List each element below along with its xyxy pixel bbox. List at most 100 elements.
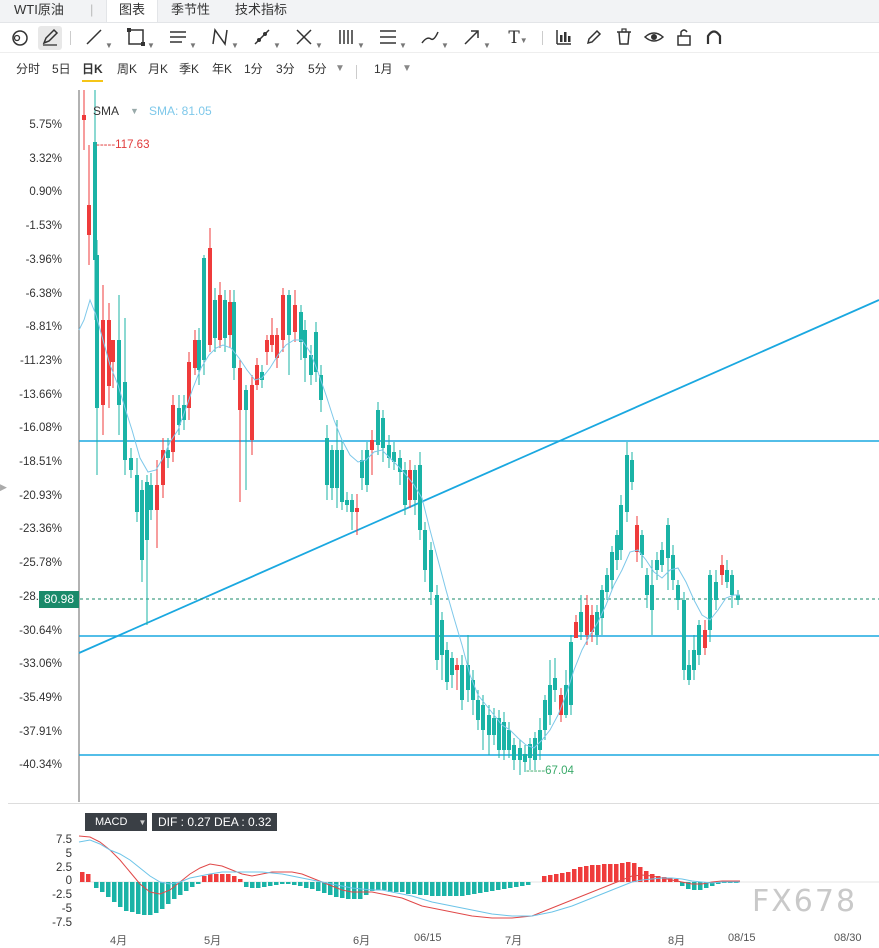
candlestick-chart[interactable] (0, 90, 879, 802)
brush-icon[interactable]: ▼ (416, 26, 452, 50)
candle-body (140, 490, 144, 560)
drawing-toolbar: ▼ ▼ ▼ ▼ ▼ ▼ ▼ ▼ ▼ ▼ T▼ (0, 24, 879, 53)
arrow-icon[interactable]: ▼ (458, 26, 494, 50)
candle-body (619, 505, 623, 550)
cross-line-icon[interactable]: ▼ (290, 26, 326, 50)
period-yearly[interactable]: 年K (212, 62, 233, 76)
y-axis-label: -33.06% (19, 658, 62, 671)
macd-bar (548, 875, 553, 882)
period-5d[interactable]: 5日 (52, 62, 71, 76)
macd-bar (382, 882, 387, 890)
candle-body (193, 340, 197, 368)
period-5min[interactable]: 5分 (308, 62, 327, 76)
candle-body (481, 705, 485, 730)
macd-bar (626, 862, 631, 882)
candle-body (135, 475, 139, 512)
candle-body (287, 295, 291, 335)
candle-body (682, 600, 686, 670)
period-monthly[interactable]: 月K (148, 62, 169, 76)
macd-bar (436, 882, 441, 896)
cycle-icon[interactable] (8, 26, 32, 50)
sma-line (78, 298, 740, 749)
macd-bar (232, 876, 237, 882)
tab-indicators[interactable]: 技术指标 (235, 2, 288, 17)
macd-bar (220, 874, 225, 882)
macd-bar (698, 882, 703, 890)
period-daily[interactable]: 日K (82, 60, 103, 82)
magnet-icon[interactable] (702, 26, 726, 50)
macd-bar (142, 882, 147, 915)
current-price-tag: 80.98 (39, 591, 79, 608)
period-intraday[interactable]: 分时 (16, 62, 41, 76)
pencil-icon[interactable] (38, 26, 62, 50)
y-axis-label: -25.78% (19, 557, 62, 570)
collapse-handle-icon[interactable]: ▶ (0, 482, 7, 492)
y-axis-label: -18.51% (19, 456, 62, 468)
macd-bar (578, 867, 583, 882)
candle-body (223, 300, 227, 338)
macd-chart[interactable] (0, 832, 879, 932)
range-dropdown-icon[interactable]: ▼ (402, 63, 412, 74)
y-axis-label: 3.32% (29, 152, 62, 165)
period-3min[interactable]: 3分 (276, 62, 295, 76)
macd-bar (716, 882, 721, 884)
line-icon[interactable]: ▼ (80, 26, 116, 50)
period-more-icon[interactable]: ▼ (335, 63, 345, 74)
macd-dropdown-icon[interactable]: ▼ (138, 818, 147, 827)
watermark-logo: FX678 (752, 884, 858, 919)
macd-bar (178, 882, 183, 895)
period-quarterly[interactable]: 季K (179, 62, 200, 76)
macd-bar (632, 863, 637, 882)
candle-body (507, 730, 511, 750)
trend-tool-icon[interactable]: ▼ (248, 26, 284, 50)
candle-body (82, 115, 86, 120)
sma-dropdown-icon[interactable]: ▼ (130, 106, 139, 116)
macd-bar (496, 882, 501, 890)
macd-bar (484, 882, 489, 892)
candle-body (497, 718, 501, 750)
candle-body (605, 575, 609, 592)
macd-bar (430, 882, 435, 896)
candle-body (392, 452, 396, 462)
candle-body (553, 678, 557, 690)
period-weekly[interactable]: 周K (117, 62, 138, 76)
pattern-icon[interactable]: ▼ (206, 26, 242, 50)
candle-body (275, 335, 279, 358)
macd-bar (704, 882, 709, 888)
macd-bar (244, 882, 249, 887)
bars-icon[interactable]: ▼ (339, 30, 365, 50)
low-marker-value: 67.04 (545, 765, 574, 777)
y-axis-label: -13.66% (19, 388, 62, 401)
eye-icon[interactable] (642, 26, 666, 50)
macd-bar (394, 882, 399, 892)
macd-bar (172, 882, 177, 899)
candle-body (117, 340, 121, 405)
sma-legend[interactable]: SMA (93, 104, 120, 118)
candle-body (325, 438, 329, 485)
rectangle-icon[interactable]: ▼ (122, 26, 158, 50)
macd-dea-line (78, 839, 740, 917)
macd-selector[interactable]: MACD ▼ (85, 813, 147, 831)
y-axis-label: -16.08% (19, 422, 62, 435)
tab-seasonality[interactable]: 季节性 (171, 2, 211, 17)
macd-bar (442, 882, 447, 896)
lock-icon[interactable] (672, 26, 696, 50)
tab-chart[interactable]: 图表 (106, 0, 159, 22)
candle-body (345, 500, 349, 505)
edit-icon[interactable] (582, 26, 606, 50)
trash-icon[interactable] (612, 26, 636, 50)
macd-bar (650, 874, 655, 882)
indicator-icon[interactable] (552, 26, 576, 50)
header-tabs: WTI原油 | 图表 季节性 技术指标 (0, 0, 879, 23)
parallel-lines-icon[interactable]: ▼ (170, 31, 197, 50)
x-axis-label: 4月 (110, 935, 128, 947)
candle-body (640, 535, 644, 555)
macd-bar (280, 882, 285, 884)
symbol-title[interactable]: WTI原油 (14, 2, 64, 17)
period-1min[interactable]: 1分 (244, 62, 263, 76)
range-select[interactable]: 1月 (374, 62, 393, 76)
fib-icon[interactable]: ▼ (380, 30, 407, 50)
text-icon[interactable]: T▼ (508, 28, 528, 48)
candle-body (238, 368, 242, 410)
candle-body (123, 382, 127, 460)
